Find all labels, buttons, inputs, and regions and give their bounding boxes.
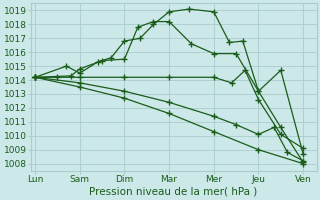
X-axis label: Pression niveau de la mer( hPa ): Pression niveau de la mer( hPa ) (90, 187, 258, 197)
